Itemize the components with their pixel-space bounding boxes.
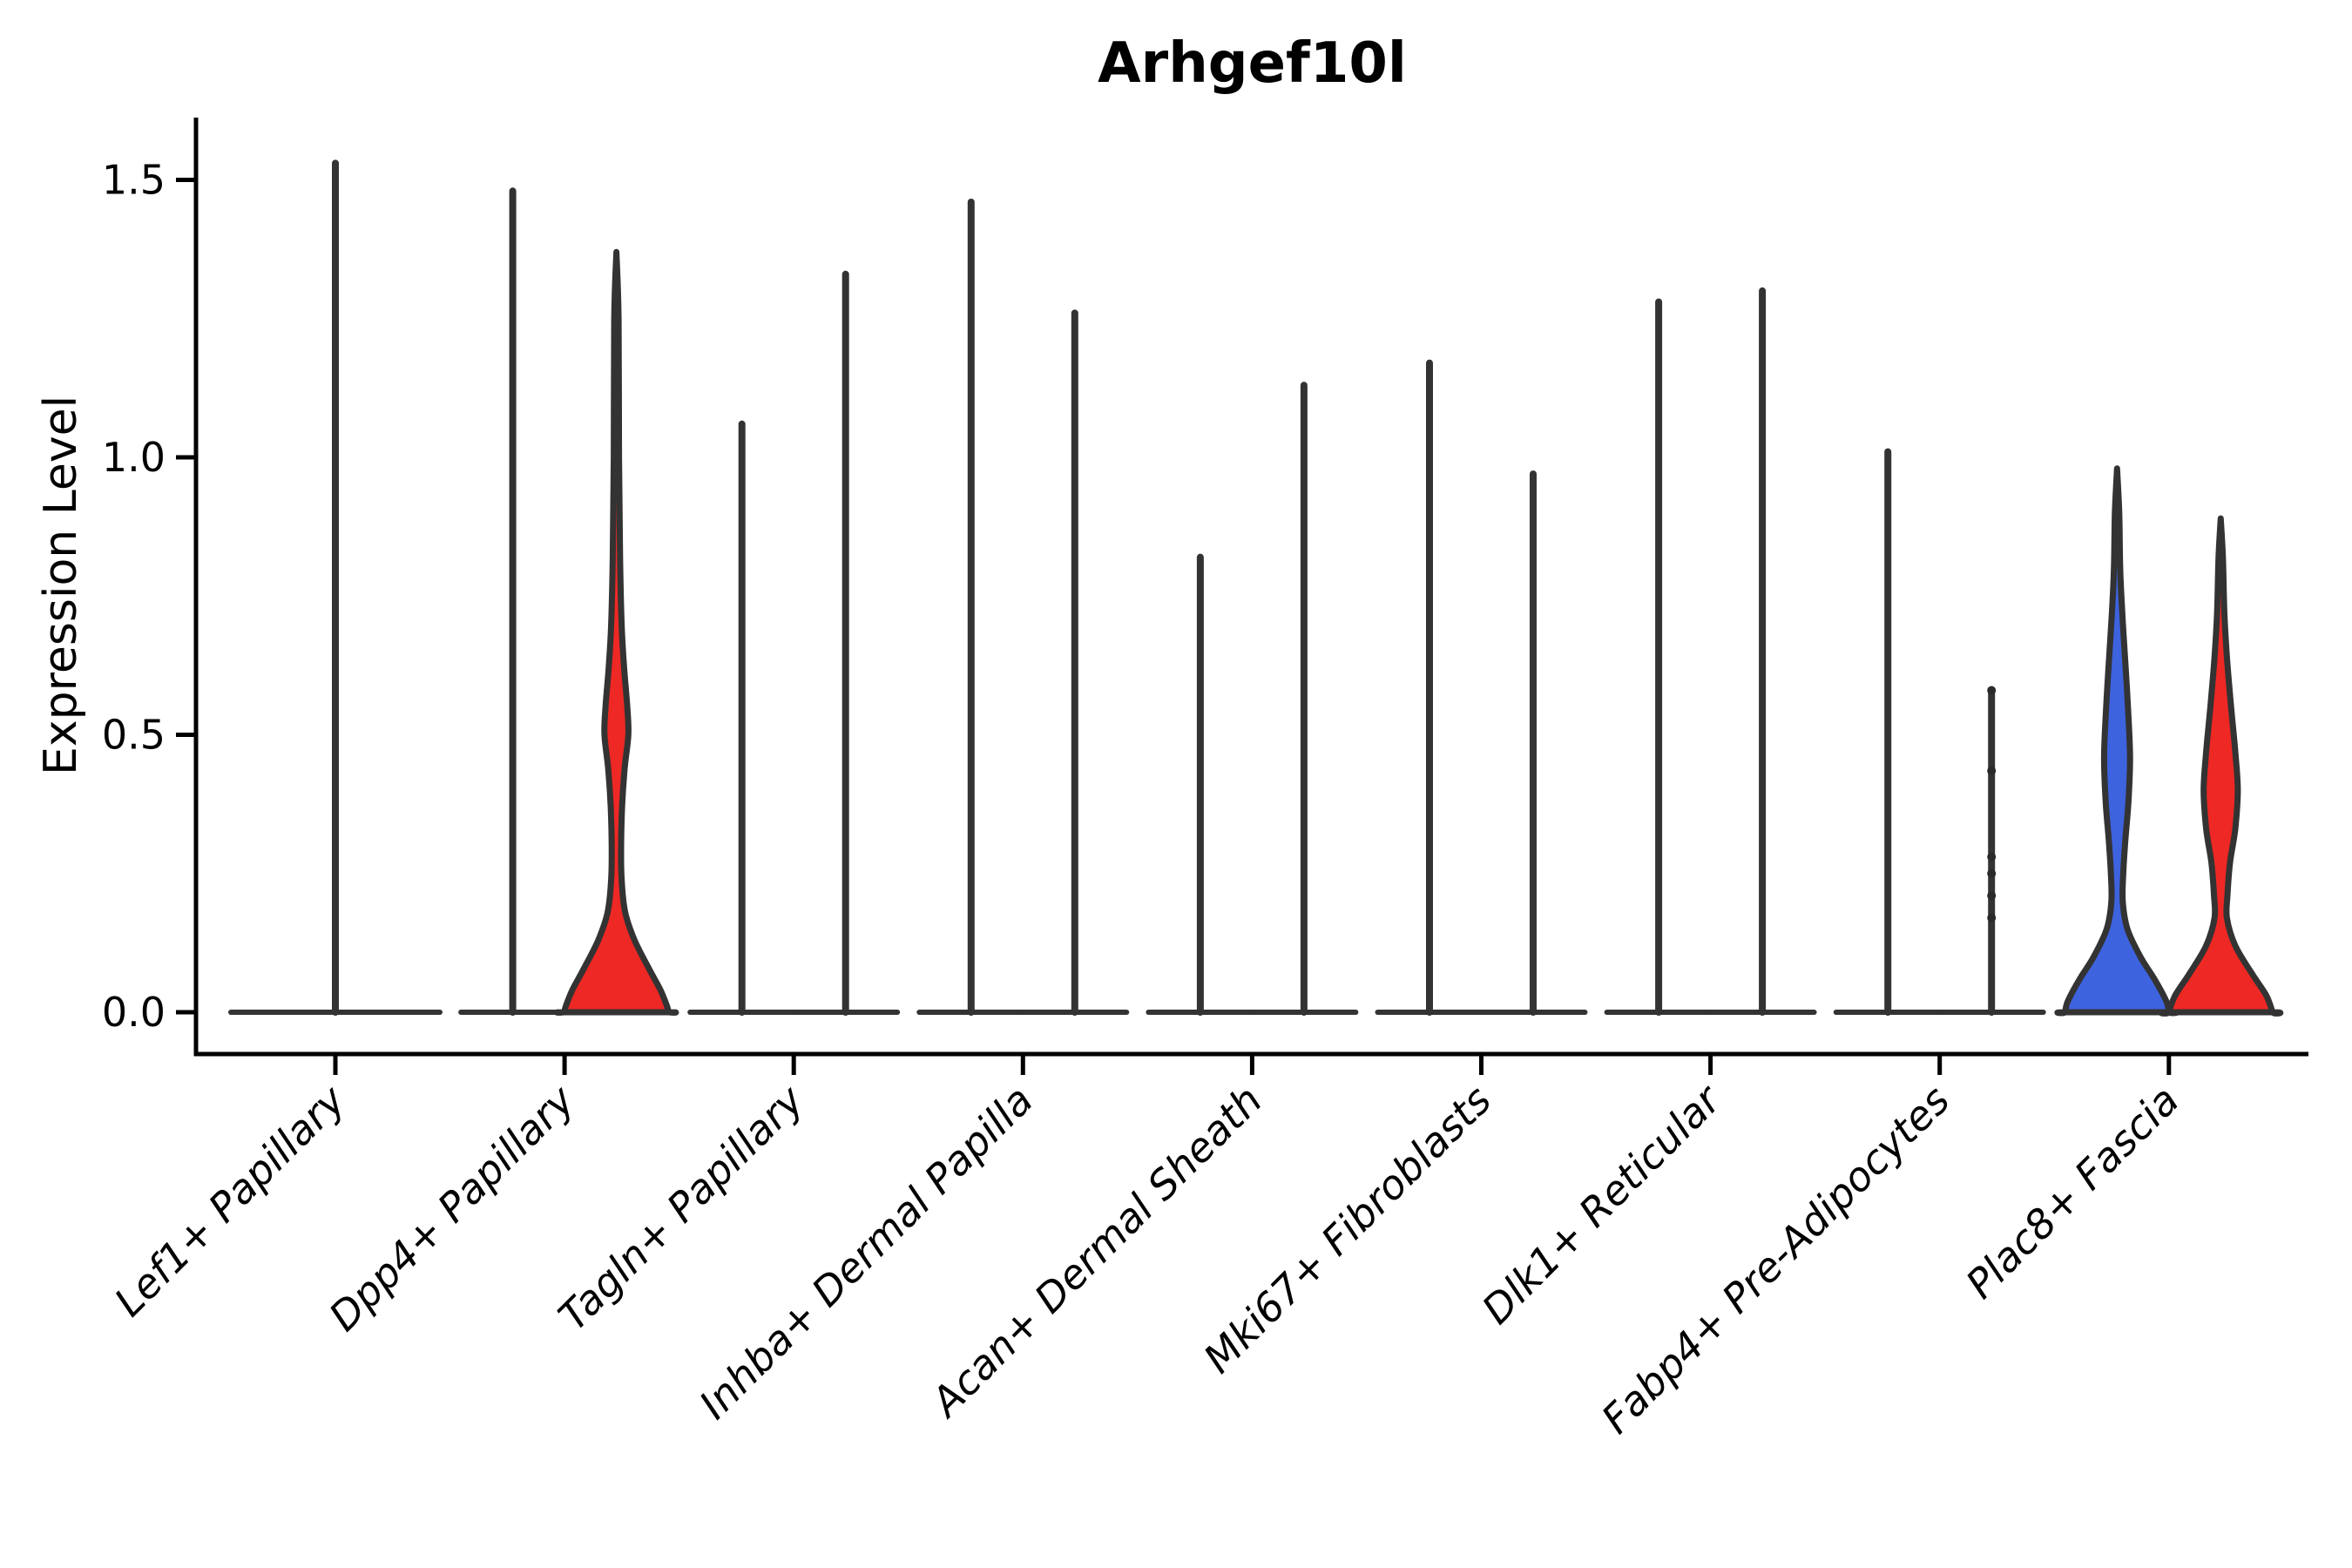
y-tick-label: 0.5 bbox=[102, 712, 166, 759]
chart-title: Arhgef10l bbox=[1098, 31, 1407, 96]
y-tick-label: 1.0 bbox=[102, 434, 166, 481]
violin-fabp4-right-point bbox=[1987, 852, 1997, 862]
y-tick-label: 1.5 bbox=[102, 157, 166, 204]
x-tick-label: Plac8+ Fascia bbox=[1957, 1077, 2187, 1308]
violin-plac8-left-body bbox=[2054, 465, 2180, 1017]
x-tick-label: Tagln+ Papillary bbox=[550, 1076, 814, 1340]
violin-fabp4-right-point bbox=[1987, 686, 1997, 695]
x-tick-label: Dlk1+ Reticular bbox=[1473, 1074, 1732, 1333]
violin-fabp4-right-point bbox=[1987, 868, 1997, 878]
violin-fabp4-right-point bbox=[1987, 913, 1997, 923]
violin-fabp4-right-point bbox=[1987, 891, 1997, 901]
x-tick-label: Lef1+ Papillary bbox=[105, 1076, 355, 1325]
violin-fabp4-right-point bbox=[1987, 766, 1997, 775]
y-tick-label: 0.0 bbox=[102, 989, 166, 1036]
x-tick-label: Dpp4+ Papillary bbox=[320, 1076, 584, 1340]
violin-plac8-right-body bbox=[2158, 515, 2284, 1017]
violin-dpp4-right-body bbox=[553, 248, 679, 1016]
